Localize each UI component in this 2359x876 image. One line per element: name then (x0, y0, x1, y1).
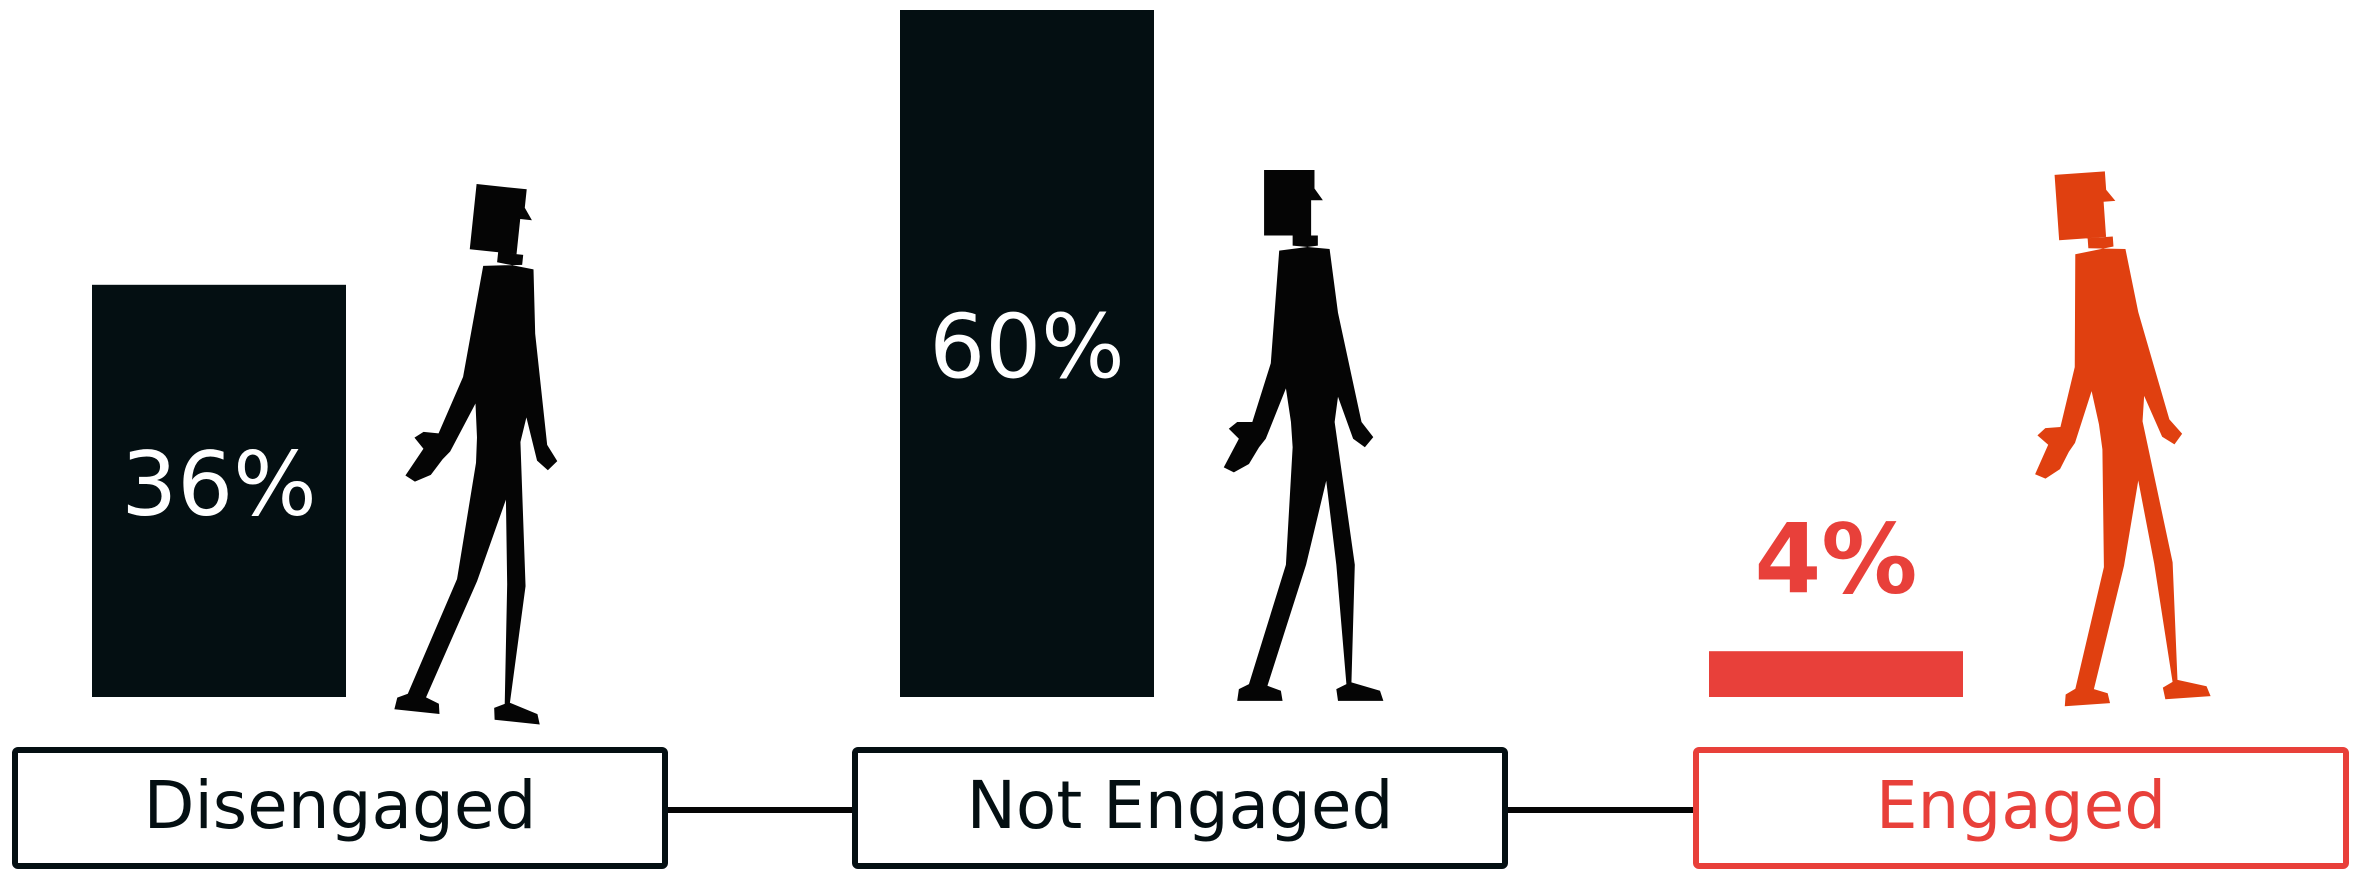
category-box (852, 747, 1508, 869)
value-label: 36% (121, 433, 317, 536)
category-label: Not Engaged (967, 767, 1394, 844)
bar (1709, 651, 1963, 697)
category-box (12, 747, 668, 869)
figure-disengaged (381, 179, 596, 725)
category-box (1693, 747, 2349, 869)
category-label: Disengaged (144, 767, 537, 844)
figure-engaged (2014, 166, 2211, 708)
value-label: 60% (929, 295, 1125, 398)
value-label: 4% (1755, 504, 1918, 616)
category-label: Engaged (1876, 767, 2166, 844)
bar (92, 284, 346, 697)
figure-not-engaged (1223, 170, 1384, 701)
bar (900, 10, 1154, 697)
